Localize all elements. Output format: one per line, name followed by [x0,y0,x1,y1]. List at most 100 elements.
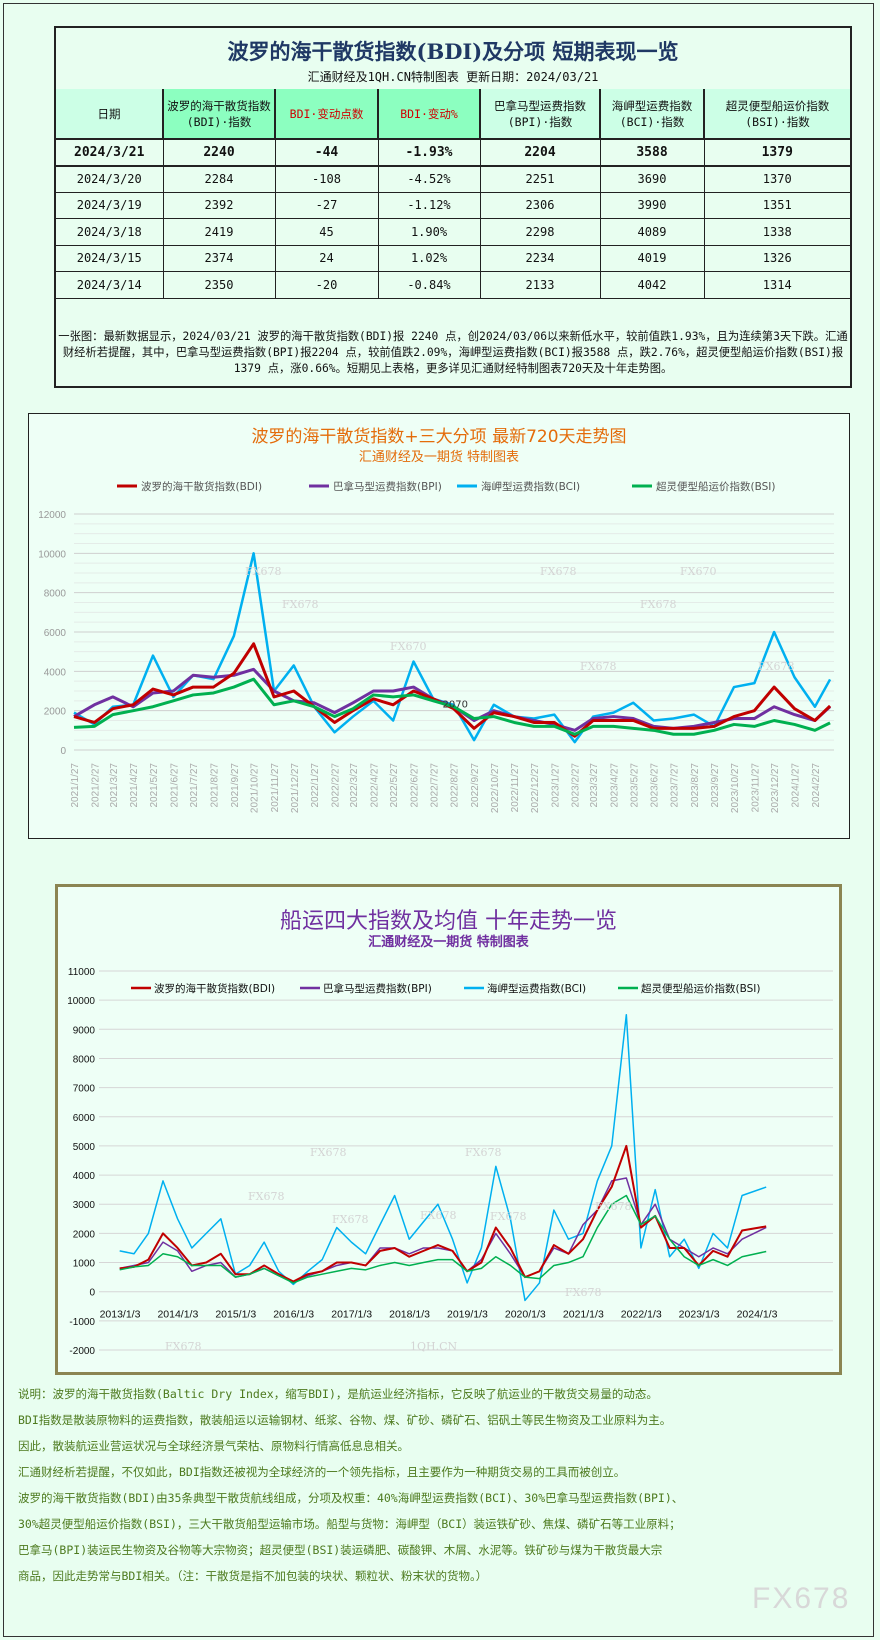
x-tick-label: 2021/4/27 [129,763,140,808]
watermark: 1QH.CN [410,1340,458,1353]
table-cell: 1338 [704,218,850,246]
legend-label: 超灵便型船运价指数(BSI) [656,480,775,493]
note-line: 商品，因此走势常与BDI相关。（注：干散货是指不加包装的块状、颗粒状、粉末状的货… [18,1569,488,1583]
table-cell: 2251 [480,165,601,193]
legend-label: 巴拿马型运费指数(BPI) [323,982,432,995]
x-tick-label: 2023/1/3 [679,1309,720,1321]
table-cell: 2024/3/14 [56,271,164,299]
x-tick-label: 2022/11/27 [510,763,521,813]
fx678-logo: FX678 [752,1582,851,1615]
note-line: 因此，散装航运业营运状况与全球经济景气荣枯、原物料行情高低息息相关。 [18,1439,409,1453]
table-cell: 2374 [163,245,276,272]
table-cell: -44 [275,139,379,167]
table-row: 2024/3/15 2374 24 1.02% 2234 4019 1326 [56,245,850,272]
y-tick-label: 2000 [44,707,67,718]
x-tick-label: 2023/9/27 [710,763,721,808]
x-tick-label: 2013/1/3 [100,1309,141,1321]
x-tick-label: 2019/1/3 [447,1309,488,1321]
y-tick-label: 8000 [73,1054,96,1065]
watermark: FX670 [390,640,427,653]
table-cell: 1.02% [378,245,481,272]
summary-table-panel: 波罗的海干散货指数(BDI)及分项 短期表现一览 汇通财经及1QH.CN特制图表… [54,26,852,388]
y-tick-label: 6000 [73,1113,96,1124]
col-header-bsi: 超灵便型船运价指数 (BSI)·指数 [704,89,850,140]
y-tick-label: 3000 [73,1200,96,1211]
x-tick-label: 2021/9/27 [230,763,241,808]
watermark: FX678 [420,1209,457,1222]
watermark: FX678 [580,660,617,673]
table-cell: 3990 [600,192,705,219]
table-row: 2024/3/20 2284 -108 -4.52% 2251 3690 1370 [56,165,850,193]
table-cell: 4042 [600,271,705,299]
watermark: FX678 [640,598,677,611]
watermark: FX678 [565,1286,602,1299]
table-cell: 2419 [163,218,276,246]
chart2-title: 船运四大指数及均值 十年走势一览 [280,909,617,934]
y-tick-label: 7000 [73,1084,96,1095]
x-tick-label: 2022/1/27 [310,763,321,808]
y-tick-label: 8000 [44,589,67,600]
table-cell: -20 [275,271,379,299]
x-tick-label: 2022/8/27 [450,763,461,808]
x-tick-label: 2018/1/3 [389,1309,430,1321]
table-cell: 1326 [704,245,850,272]
table-cell: -27 [275,192,379,219]
table-row: 2024/3/19 2392 -27 -1.12% 2306 3990 1351 [56,192,850,219]
note-line: 汇通财经析若提醒，不仅如此，BDI指数还被视为全球经济的一个领先指标，且主要作为… [18,1465,626,1479]
watermark: FX678 [332,1213,369,1226]
x-tick-label: 2021/6/27 [169,763,180,808]
x-tick-label: 2017/1/3 [331,1309,372,1321]
chart2-plot: -2000 -1000 0 1000 2000 3000 4000 5000 6000 7000 8… [67,967,833,1357]
table-cell: 2392 [163,192,276,219]
legend-label: 超灵便型船运价指数(BSI) [641,982,760,995]
watermark: FX678 [165,1340,202,1353]
x-tick-label: 2024/1/27 [791,763,802,808]
table-row: 2024/3/14 2350 -20 -0.84% 2133 4042 1314 [56,271,850,299]
chart-720-days: 波罗的海干散货指数+三大分项 最新720天走势图 汇通财经及一期货 特制图表 0… [28,413,850,839]
table-cell: 3690 [600,165,705,193]
watermark: FX678 [245,565,282,578]
x-tick-label: 2024/2/27 [811,763,822,808]
watermark: FX678 [282,598,319,611]
y-tick-label: 4000 [44,667,67,678]
table-cell: 2024/3/20 [56,165,164,193]
table-cell: 2133 [480,271,601,299]
table-cell: -4.52% [378,165,481,193]
data-annotation: 2070 [442,699,467,710]
x-tick-label: 2021/12/27 [290,763,301,813]
table-subtitle: 汇通财经及1QH.CN特制图表 更新日期：2024/03/21 [307,70,599,84]
watermark: FX678 [758,660,795,673]
x-tick-label: 2022/1/3 [621,1309,662,1321]
table-cell: 1.90% [378,218,481,246]
table-cell: 2024/3/15 [56,245,164,272]
table-cell: 2284 [163,165,276,193]
note-line: 说明：波罗的海干散货指数(Baltic Dry Index，缩写BDI)，是航运… [18,1387,658,1401]
table-cell: -1.93% [378,139,481,167]
series-line-bci [73,552,832,744]
x-tick-label: 2022/7/27 [429,763,440,808]
table-row: 2024/3/21 2240 -44 -1.93% 2204 3588 1379 [56,139,850,167]
x-tick-label: 2016/1/3 [273,1309,314,1321]
x-tick-label: 2021/1/3 [563,1309,604,1321]
note-line: 巴拿马(BPI)装运民生物资及谷物等大宗物资；超灵便型(BSI)装运磷肥、碳酸钾… [18,1543,663,1557]
chart1-title: 波罗的海干散货指数+三大分项 最新720天走势图 [251,427,627,447]
watermark: FX670 [680,565,717,578]
x-tick-label: 2021/11/27 [270,763,281,813]
series-line-bsi [73,677,831,736]
legend-label: 波罗的海干散货指数(BDI) [141,480,262,493]
x-tick-label: 2021/8/27 [209,763,220,808]
y-tick-label: 9000 [73,1025,96,1036]
summary-text: 一张图：最新数据显示，2024/03/21 波罗的海干散货指数(BDI)报 22… [58,330,848,375]
x-tick-label: 2015/1/3 [215,1309,256,1321]
series-line-bdi [119,1144,767,1283]
table-cell: 1370 [704,165,850,193]
legend-label: 海岬型运费指数(BCI) [481,480,580,493]
x-tick-label: 2023/2/27 [571,763,582,808]
x-tick-label: 2021/5/27 [149,763,160,808]
series-line-bdi [73,642,832,738]
x-tick-label: 2022/9/27 [470,763,481,808]
table-cell: 2204 [480,139,601,167]
x-tick-label: 2021/1/27 [70,763,81,808]
series-line-bpi [119,1177,767,1283]
y-tick-label: 2000 [73,1229,96,1240]
